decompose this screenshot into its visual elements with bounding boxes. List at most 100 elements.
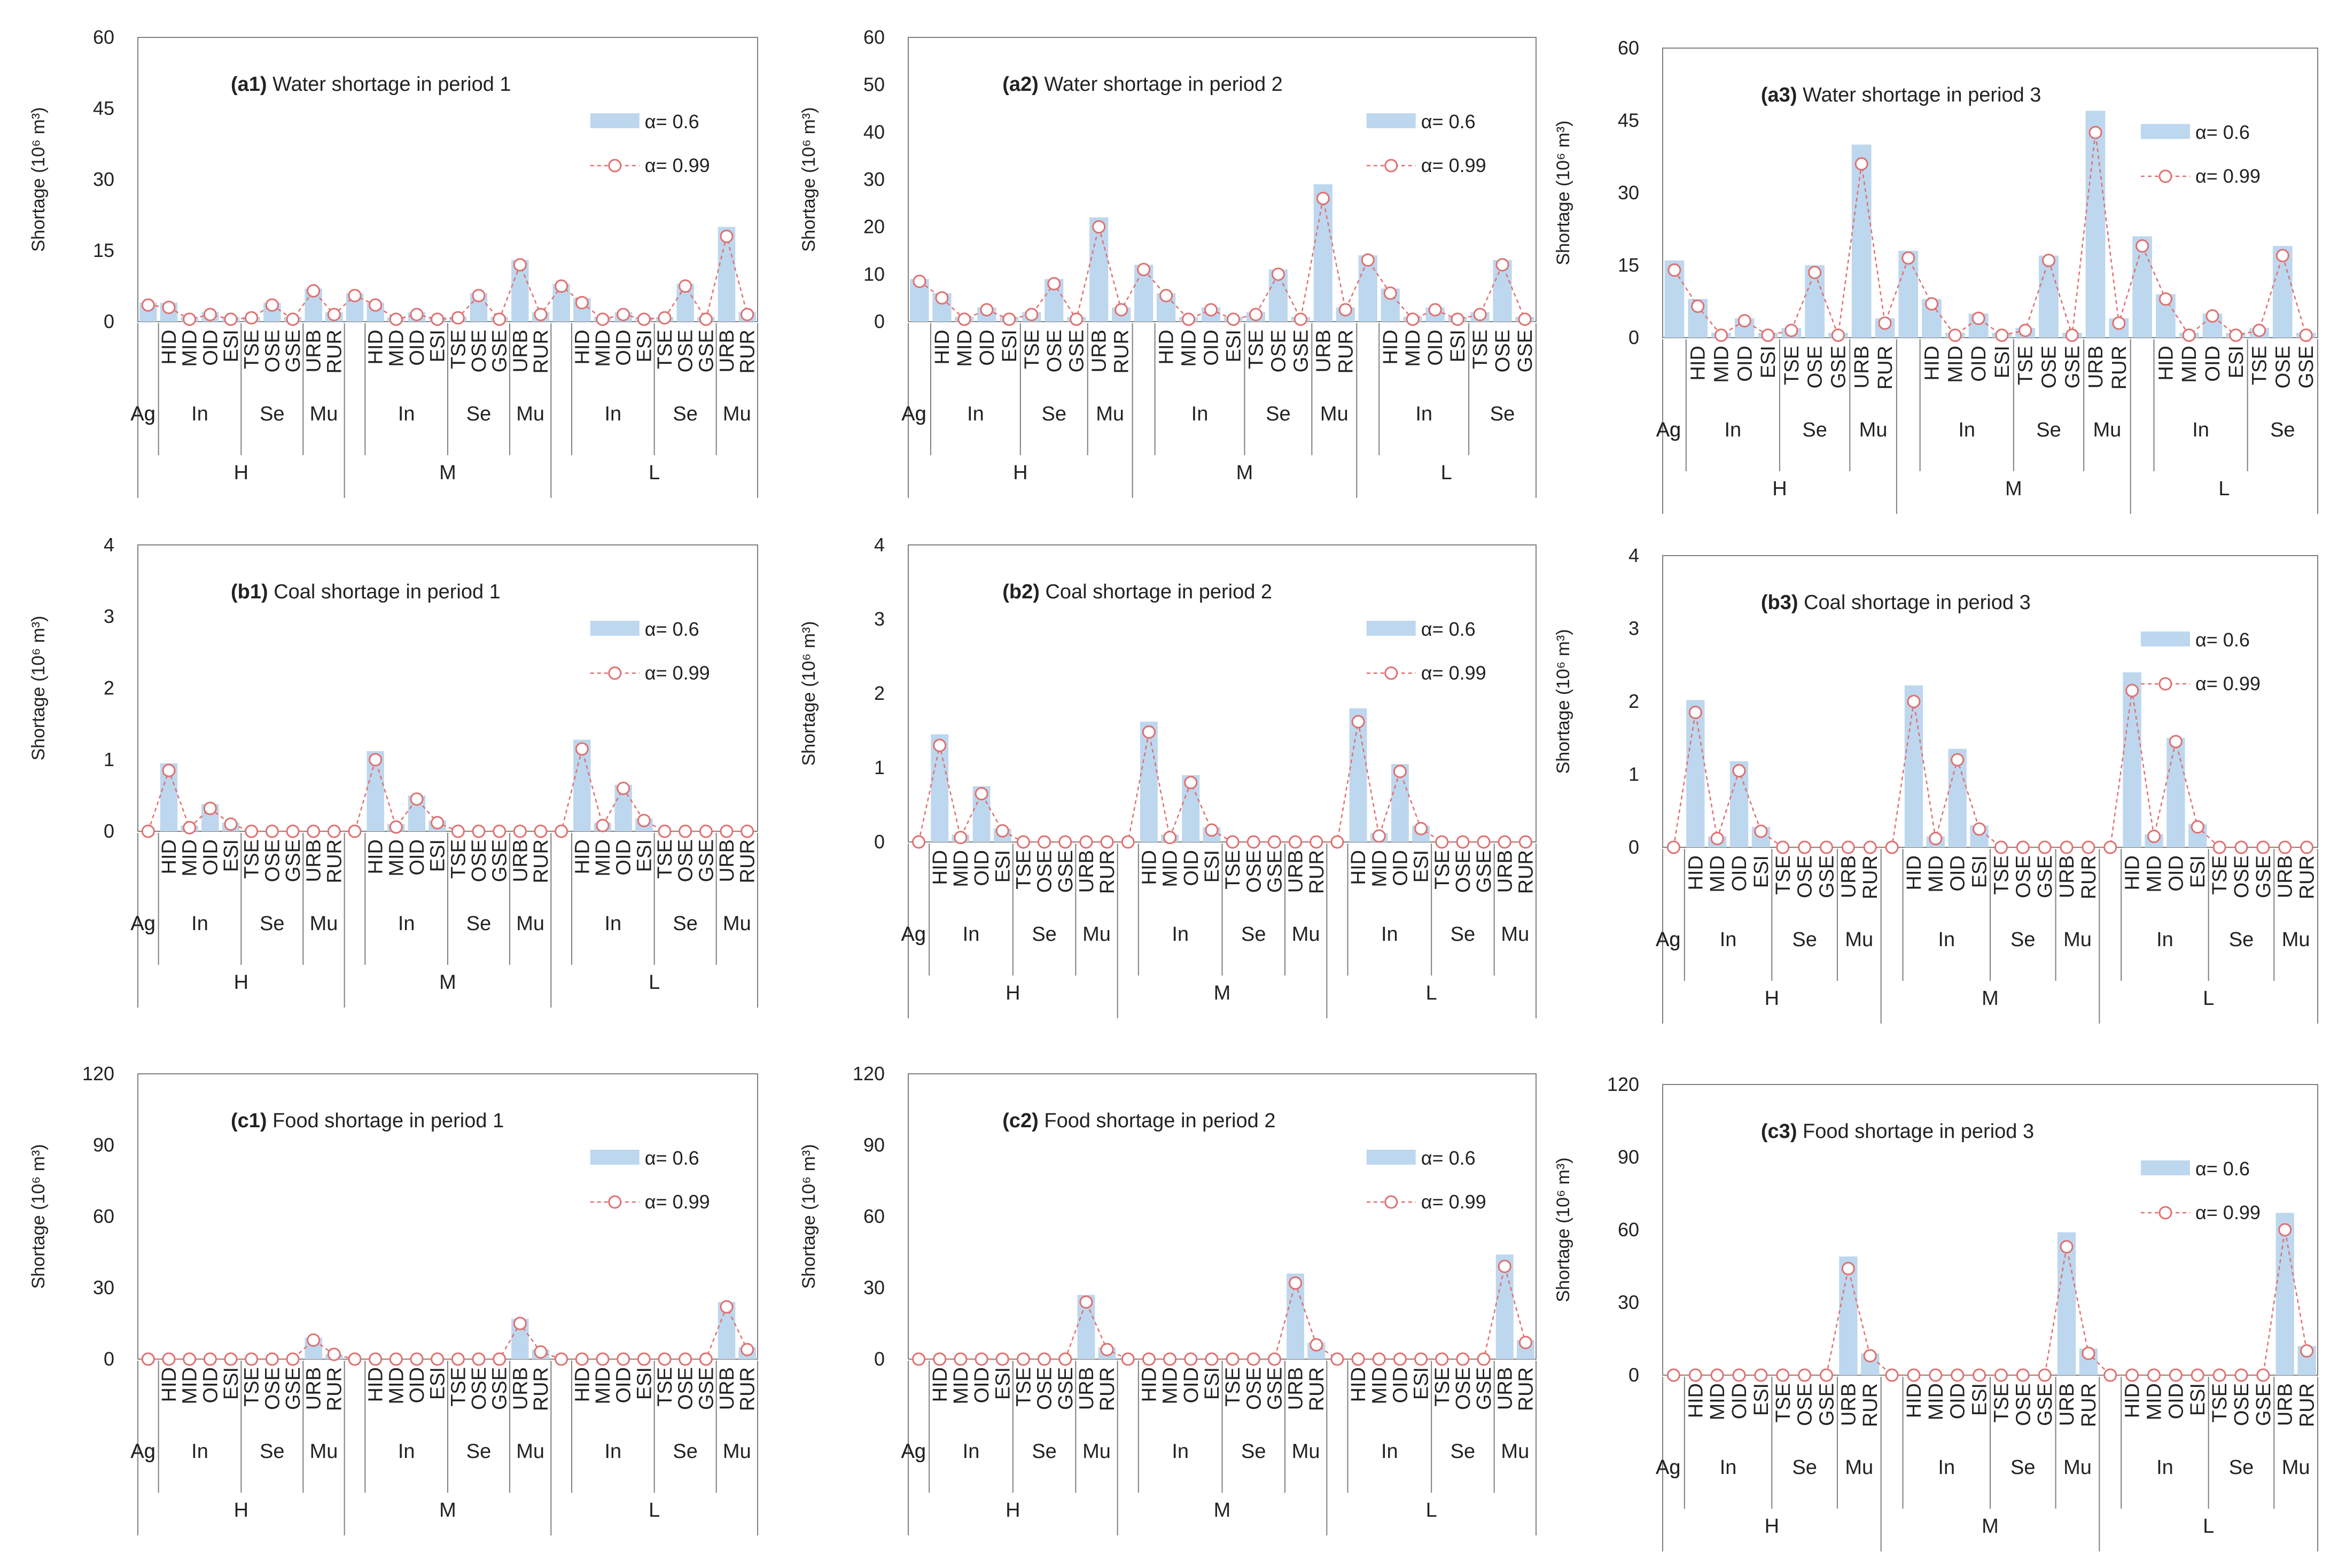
x-category-label: TSE [1012, 1367, 1035, 1407]
point [2147, 830, 2161, 844]
sector-label: Ag [901, 923, 926, 946]
y-axis-label: Shortage (10⁶ m³) [1553, 629, 1573, 774]
sector-label: Mu [516, 912, 544, 935]
point [2125, 1368, 2139, 1382]
point [741, 824, 754, 838]
point [2256, 840, 2270, 854]
point [493, 313, 506, 326]
y-axis-label: Shortage (10⁶ m³) [1553, 121, 1573, 266]
x-category-label: RUR [2296, 1383, 2319, 1427]
point [534, 824, 548, 838]
x-category-label: ESI [2187, 855, 2209, 888]
point [472, 288, 486, 302]
x-category-label: RUR [1306, 1367, 1328, 1411]
y-tick-label: 60 [1618, 37, 1639, 59]
point [2300, 840, 2314, 854]
sector-label: Se [2010, 929, 2035, 951]
point [1163, 1352, 1177, 1366]
x-category-label: OSE [2012, 855, 2035, 898]
x-category-label: ESI [1969, 855, 1991, 888]
sector-label: Mu [1096, 403, 1124, 425]
point [2060, 1240, 2074, 1254]
point [933, 1352, 947, 1366]
y-tick-label: 40 [863, 121, 885, 143]
x-category-label: RUR [737, 330, 759, 373]
y-tick-label: 15 [1618, 254, 1639, 276]
x-category-label: ESI [633, 839, 656, 872]
point [995, 1352, 1009, 1366]
sector-label: Mu [516, 1440, 544, 1463]
sector-label: In [191, 403, 208, 425]
point [1456, 835, 1470, 849]
x-category-label: URB [716, 1367, 738, 1410]
x-category-label: GSE [2034, 855, 2056, 898]
point [575, 1352, 589, 1366]
sector-label: In [1720, 929, 1737, 951]
x-category-label: OID [1734, 346, 1756, 382]
bar [1140, 721, 1158, 842]
point [410, 792, 424, 806]
point [1863, 840, 1877, 854]
point [1002, 313, 1016, 326]
sector-label: Mu [1501, 1440, 1529, 1463]
bar [1851, 144, 1872, 338]
point [431, 816, 445, 830]
y-tick-label: 1 [1628, 763, 1639, 785]
x-category-label: OID [1728, 855, 1751, 892]
x-category-label: URB [1312, 330, 1335, 372]
bar [2039, 255, 2059, 338]
x-category-label: OSE [1452, 850, 1475, 893]
x-category-label: HID [1687, 346, 1710, 380]
plot-frame [1662, 1084, 2318, 1376]
x-category-label: ESI [1410, 850, 1433, 883]
x-category-label: MID [179, 1367, 201, 1405]
x-category-label: MID [2144, 855, 2166, 893]
sector-label: Ag [1656, 419, 1681, 441]
point [1383, 286, 1397, 300]
x-category-label: GSE [489, 1367, 511, 1410]
point [1854, 157, 1868, 171]
x-category-label: ESI [427, 839, 449, 872]
x-category-label: ESI [1410, 1367, 1433, 1400]
y-tick-label: 60 [93, 1205, 114, 1227]
legend-marker [608, 159, 622, 173]
x-category-label: OID [199, 330, 222, 366]
x-category-label: URB [716, 330, 738, 372]
point [410, 1352, 424, 1366]
point [224, 817, 238, 831]
point [1971, 311, 1985, 325]
sector-label: Se [673, 403, 697, 425]
sector-label: Ag [130, 1440, 155, 1463]
point [2016, 1368, 2030, 1382]
x-category-label: ESI [220, 1367, 243, 1400]
point [1714, 328, 1728, 342]
sector-label: In [2192, 419, 2209, 441]
legend-label: α= 0.99 [1421, 154, 1486, 176]
x-category-label: RUR [1096, 1367, 1119, 1411]
level-label: H [234, 1499, 248, 1522]
y-tick-label: 90 [1618, 1146, 1639, 1168]
sector-label: Se [1032, 1440, 1056, 1463]
x-category-label: HID [365, 330, 387, 364]
y-axis-label: Shortage (10⁶ m³) [799, 1144, 819, 1289]
sector-label: Mu [723, 912, 751, 935]
x-category-label: OSE [2272, 346, 2294, 388]
x-category-label: URB [303, 330, 325, 372]
legend-swatch-bar [1366, 113, 1416, 128]
sector-label: Se [466, 403, 491, 425]
plot-frame [137, 544, 758, 832]
bar [1839, 1256, 1858, 1375]
x-category-label: MID [1710, 346, 1733, 383]
point [1092, 220, 1106, 234]
point [224, 1352, 238, 1366]
bar [1898, 251, 1919, 338]
point [348, 288, 362, 302]
x-category-label: MID [950, 850, 972, 887]
sector-label: Mu [2282, 1456, 2310, 1479]
level-label: H [1013, 462, 1027, 484]
x-category-label: TSE [241, 1367, 263, 1407]
y-tick-label: 90 [863, 1134, 885, 1156]
sector-label: In [963, 923, 980, 946]
x-category-label: GSE [1066, 330, 1088, 372]
series-line [148, 1305, 748, 1360]
